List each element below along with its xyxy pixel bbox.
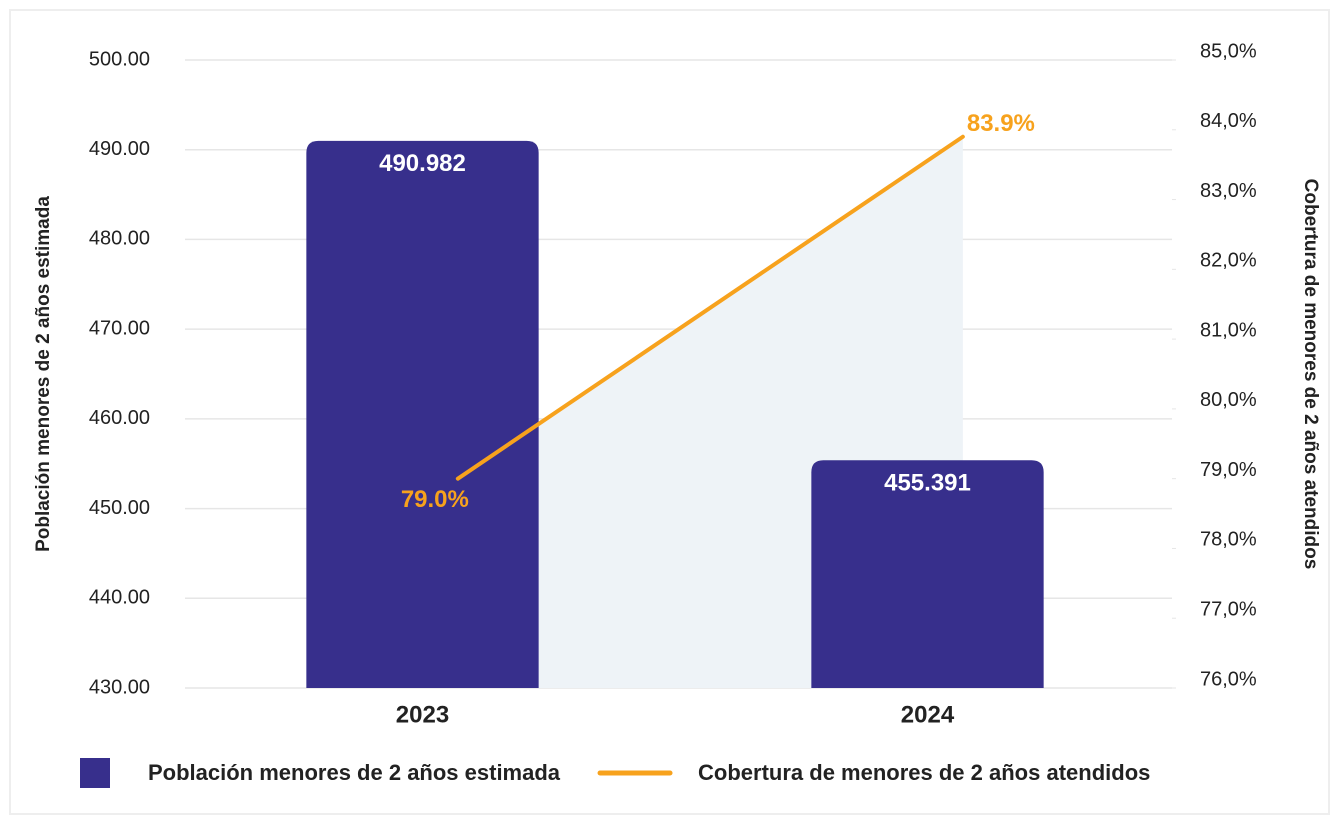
bar: [811, 460, 1044, 688]
line-value-label: 83.9%: [967, 110, 1035, 137]
y2-tick-label: 79,0%: [1200, 459, 1257, 481]
y2-tick-label: 78,0%: [1200, 529, 1257, 551]
bar-value-label: 490.982: [379, 150, 466, 177]
line-value-label: 79.0%: [401, 486, 469, 513]
y-axis-label: Población menores de 2 años estimada: [33, 196, 54, 552]
legend-swatch: [80, 758, 110, 788]
y2-tick-label: 76,0%: [1200, 668, 1257, 690]
y2-tick-label: 80,0%: [1200, 389, 1257, 411]
y-tick-label: 490.00: [89, 138, 150, 160]
y-tick-label: 470.00: [89, 317, 150, 339]
y-tick-label: 440.00: [89, 587, 150, 609]
y2-tick-label: 83,0%: [1200, 180, 1257, 202]
y-tick-label: 460.00: [89, 407, 150, 429]
line: [455, 134, 965, 481]
y2-tick-label: 77,0%: [1200, 599, 1257, 621]
y2-tick-label: 81,0%: [1200, 319, 1257, 341]
legend-label: Cobertura de menores de 2 años atendidos: [698, 760, 1150, 785]
bar-value-label: 455.391: [884, 470, 971, 497]
y2-axis-label: Cobertura de menores de 2 años atendidos: [1300, 179, 1321, 570]
x-tick-label: 2024: [901, 701, 955, 728]
x-tick-label: 2023: [396, 701, 449, 728]
y2-tick-label: 84,0%: [1200, 110, 1257, 132]
legend-label: Población menores de 2 años estimada: [148, 760, 561, 785]
y2-tick-label: 85,0%: [1200, 40, 1257, 62]
y-tick-label: 450.00: [89, 497, 150, 519]
y2-tick-label: 82,0%: [1200, 250, 1257, 272]
bar: [306, 140, 539, 688]
y-tick-label: 480.00: [89, 228, 150, 250]
y-tick-label: 430.00: [89, 676, 150, 698]
y-tick-label: 500.00: [89, 48, 150, 70]
